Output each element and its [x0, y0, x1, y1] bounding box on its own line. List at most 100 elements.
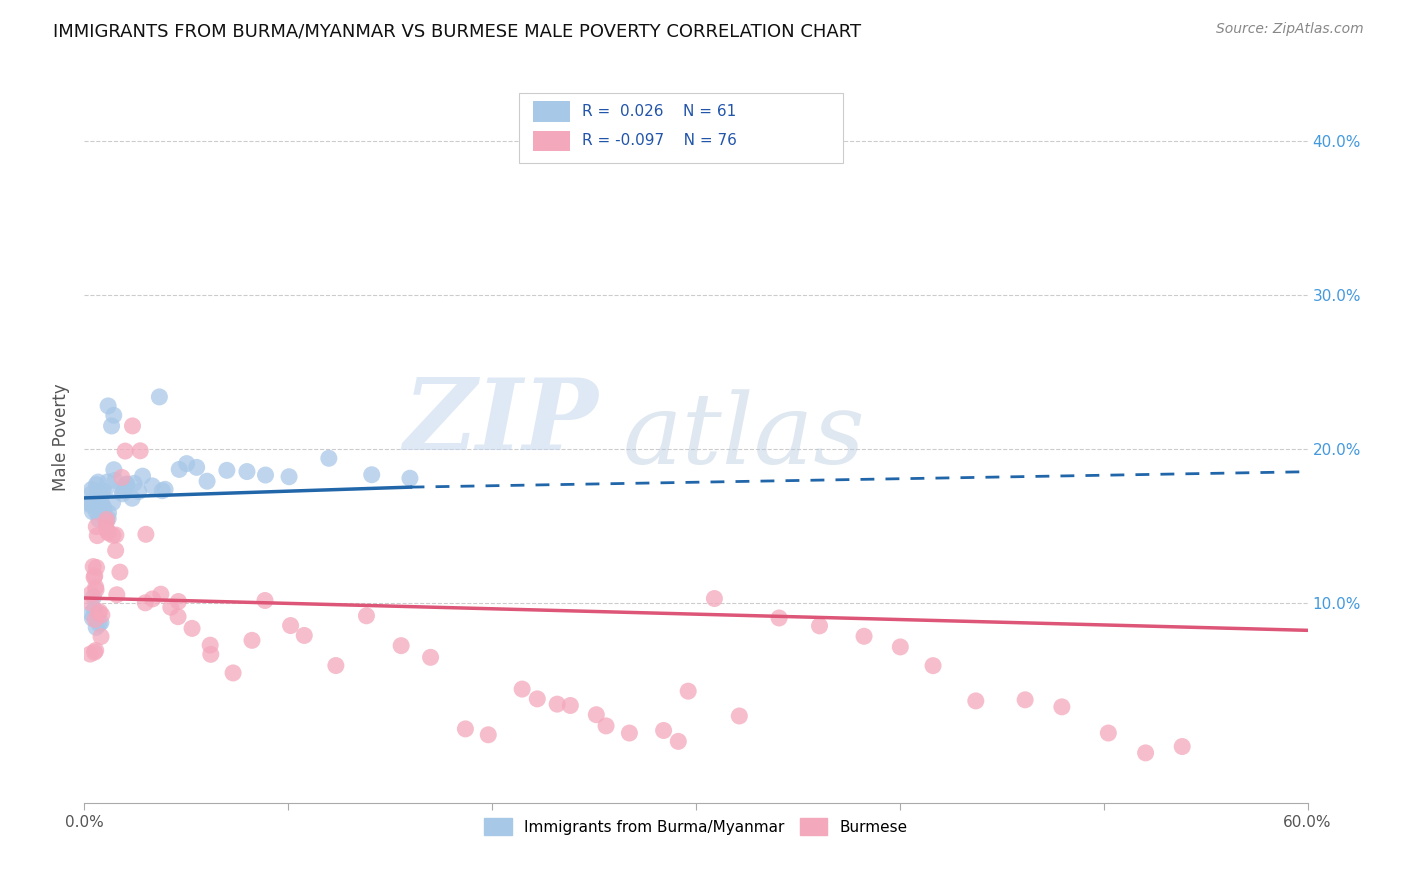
Text: Source: ZipAtlas.com: Source: ZipAtlas.com — [1216, 22, 1364, 37]
Point — [97, 475, 120, 489]
Point — [84, 620, 107, 634]
Point — [84, 500, 107, 514]
Point — [82, 559, 104, 574]
Point — [83, 602, 105, 616]
Point — [114, 444, 136, 458]
Point — [325, 658, 347, 673]
Point — [167, 594, 190, 608]
Point — [200, 648, 222, 662]
Point — [141, 591, 163, 606]
Point — [91, 483, 114, 498]
Point — [96, 516, 118, 530]
Text: atlas: atlas — [623, 390, 865, 484]
Point — [1097, 726, 1119, 740]
Point — [87, 512, 110, 526]
FancyBboxPatch shape — [533, 130, 569, 151]
Point — [112, 483, 135, 498]
Point — [86, 560, 108, 574]
Point — [159, 600, 181, 615]
Point — [96, 522, 118, 536]
Point — [115, 477, 138, 491]
Point — [222, 665, 245, 680]
Point — [676, 684, 699, 698]
Point — [90, 615, 112, 630]
Point — [150, 483, 173, 498]
Point — [100, 419, 122, 434]
Point — [853, 629, 876, 643]
Point — [454, 722, 477, 736]
Point — [585, 707, 607, 722]
Point — [87, 606, 110, 620]
Point — [83, 590, 105, 604]
Point — [360, 467, 382, 482]
Point — [97, 526, 120, 541]
Point — [135, 527, 157, 541]
Point — [104, 528, 127, 542]
Point — [82, 611, 104, 625]
Point — [101, 495, 124, 509]
Point — [105, 588, 128, 602]
Point — [104, 474, 127, 488]
Point — [111, 487, 134, 501]
Point — [619, 726, 641, 740]
Point — [90, 607, 112, 622]
Text: IMMIGRANTS FROM BURMA/MYANMAR VS BURMESE MALE POVERTY CORRELATION CHART: IMMIGRANTS FROM BURMA/MYANMAR VS BURMESE… — [53, 22, 862, 40]
Point — [80, 607, 103, 621]
Point — [148, 390, 170, 404]
Point — [97, 524, 120, 539]
Point — [1050, 699, 1073, 714]
Point — [79, 496, 101, 510]
Point — [419, 650, 441, 665]
Point — [121, 418, 143, 433]
Point — [121, 491, 143, 506]
Point — [292, 628, 315, 642]
Point — [356, 608, 378, 623]
Point — [1014, 693, 1036, 707]
Point — [666, 734, 689, 748]
Point — [84, 612, 107, 626]
Point — [94, 512, 117, 526]
Point — [560, 698, 582, 713]
Point — [546, 697, 568, 711]
Point — [318, 451, 340, 466]
Point — [236, 465, 259, 479]
Point — [110, 483, 132, 497]
Point — [167, 462, 190, 476]
Point — [80, 483, 103, 497]
Point — [149, 587, 172, 601]
Point — [87, 617, 110, 632]
Point — [389, 639, 412, 653]
Point — [97, 399, 120, 413]
Point — [198, 638, 221, 652]
Point — [728, 709, 751, 723]
Point — [399, 471, 422, 485]
Point — [808, 619, 831, 633]
Point — [84, 500, 107, 514]
Point — [510, 682, 533, 697]
Point — [186, 460, 208, 475]
Point — [176, 457, 198, 471]
Point — [889, 640, 911, 654]
Point — [181, 621, 204, 635]
Point — [526, 692, 548, 706]
Point — [80, 487, 103, 501]
Point — [108, 565, 131, 579]
Text: R =  0.026    N = 61: R = 0.026 N = 61 — [582, 104, 737, 120]
Point — [103, 463, 125, 477]
Point — [253, 593, 276, 607]
Point — [96, 512, 118, 526]
Point — [477, 728, 499, 742]
Point — [128, 484, 150, 499]
Point — [83, 569, 105, 583]
Point — [101, 528, 124, 542]
Point — [103, 409, 125, 423]
Point — [129, 443, 152, 458]
Y-axis label: Male Poverty: Male Poverty — [52, 384, 70, 491]
Point — [195, 474, 218, 488]
Point — [595, 719, 617, 733]
Point — [84, 505, 107, 519]
Point — [84, 582, 107, 597]
Point — [1171, 739, 1194, 754]
Point — [768, 611, 790, 625]
Point — [254, 468, 277, 483]
